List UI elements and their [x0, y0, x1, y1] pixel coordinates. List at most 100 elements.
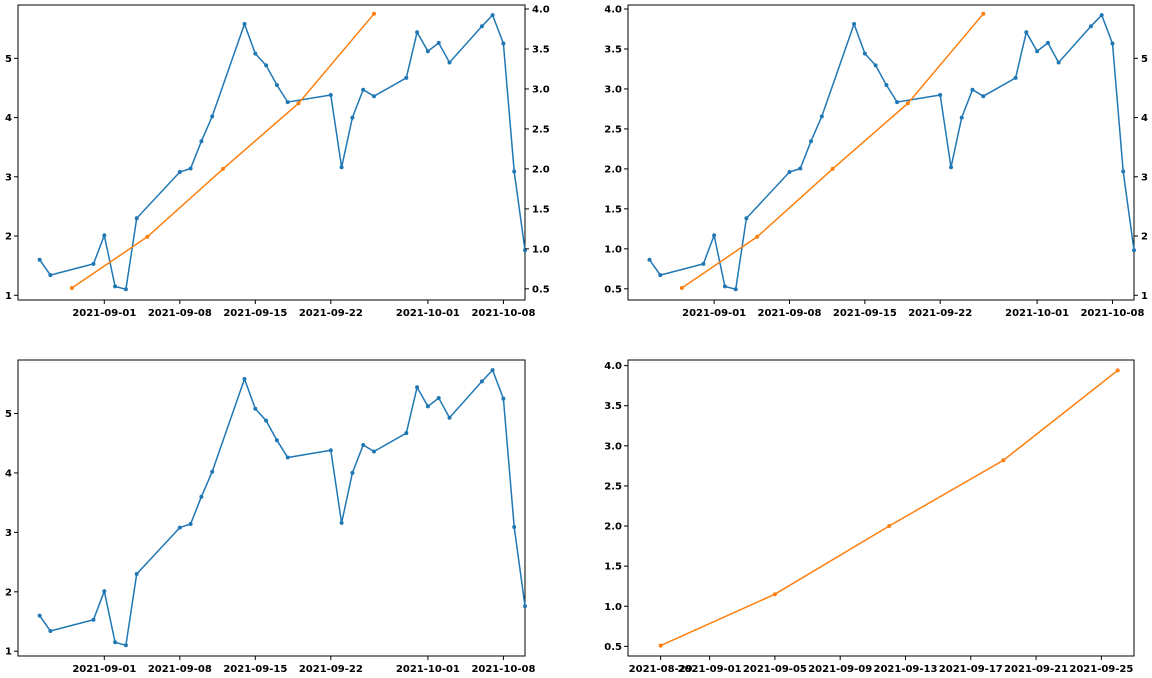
x-tick-label: 2021-10-01	[396, 308, 460, 319]
data-point-blue	[253, 51, 258, 56]
data-point-blue	[113, 284, 118, 289]
data-point-blue	[744, 216, 749, 221]
data-point-blue	[285, 455, 290, 460]
y-tick-label: 2.0	[604, 164, 622, 175]
data-point-blue	[113, 640, 118, 645]
y-tick-label: 4.0	[604, 361, 622, 372]
series-line-orange	[681, 13, 984, 289]
data-point-orange	[1115, 368, 1120, 373]
x-tick-label: 2021-09-05	[743, 664, 807, 675]
data-point-blue	[253, 406, 258, 411]
data-point-orange	[372, 11, 376, 16]
y-tick-label: 2	[5, 587, 12, 598]
y2-tick-label: 4	[1141, 113, 1148, 124]
x-tick-label: 2021-09-13	[873, 664, 937, 675]
series-line-blue	[38, 13, 526, 291]
data-point-blue	[1035, 49, 1040, 54]
data-point-blue	[134, 216, 139, 221]
y2-tick-label: 4.0	[532, 4, 550, 15]
data-point-blue	[959, 115, 964, 120]
data-point-blue	[658, 273, 663, 278]
data-point-blue	[938, 93, 943, 97]
data-point-blue	[274, 83, 279, 87]
data-point-orange	[755, 234, 760, 239]
data-point-blue	[425, 404, 430, 409]
data-point-blue	[188, 166, 193, 171]
y-tick-label: 3.5	[604, 401, 622, 412]
data-point-orange	[69, 286, 74, 290]
data-point-orange	[772, 592, 777, 597]
data-point-blue	[361, 443, 366, 447]
y2-tick-label: 2.0	[532, 164, 550, 175]
data-point-blue	[123, 643, 128, 648]
data-point-blue	[404, 431, 409, 436]
data-point-blue	[210, 114, 215, 119]
data-point-blue	[447, 415, 452, 420]
x-tick-label: 2021-10-01	[1005, 308, 1069, 319]
y-tick-label: 3	[5, 172, 12, 183]
subplot-bottom-left: 2021-09-01 2021-09-08 2021-09-15 2021-09-22…	[5, 359, 535, 675]
data-point-blue	[177, 525, 182, 530]
y-tick-label: 0.5	[604, 642, 622, 653]
series-line-blue	[648, 13, 1135, 291]
data-point-blue	[1132, 248, 1136, 253]
y2-tick-label: 3.5	[532, 44, 550, 55]
y-tick-label: 2.5	[604, 481, 622, 492]
data-point-blue	[210, 469, 215, 474]
y-tick-label: 0.5	[604, 284, 622, 295]
data-point-orange	[221, 166, 225, 171]
data-point-blue	[501, 396, 506, 401]
data-point-blue	[949, 165, 953, 170]
data-point-orange	[658, 643, 663, 648]
y2-tick-label: 5	[1141, 54, 1148, 65]
data-point-blue	[102, 589, 107, 594]
data-point-blue	[512, 525, 517, 529]
x-tick-label: 2021-09-17	[939, 664, 1003, 675]
data-point-blue	[523, 604, 527, 609]
data-point-blue	[264, 63, 269, 68]
y-tick-label: 1.5	[604, 562, 622, 573]
data-point-blue	[328, 93, 333, 97]
data-point-blue	[199, 139, 204, 144]
data-point-orange	[830, 166, 835, 171]
x-tick-label: 2021-09-22	[299, 308, 363, 319]
x-tick-label: 2021-09-01	[72, 664, 136, 675]
y2-tick-label: 2.5	[532, 124, 550, 135]
data-point-orange	[145, 234, 150, 239]
data-point-blue	[895, 100, 900, 105]
axes-frame	[627, 359, 1135, 657]
y-tick-label: 1.0	[604, 244, 622, 255]
data-point-blue	[285, 100, 290, 105]
data-point-blue	[852, 22, 857, 26]
series-line-orange	[660, 369, 1119, 647]
data-point-blue	[1099, 13, 1104, 18]
y-tick-label: 4	[5, 468, 12, 479]
data-point-blue	[701, 261, 706, 266]
y-tick-label: 3.0	[604, 441, 622, 452]
data-point-blue	[512, 169, 517, 174]
data-point-orange	[981, 11, 986, 16]
data-point-blue	[1013, 75, 1018, 80]
y-tick-label: 2.5	[604, 124, 622, 135]
y2-tick-label: 3	[1141, 172, 1148, 183]
x-tick-label: 2021-09-21	[1004, 664, 1068, 675]
x-tick-label: 2021-09-01	[72, 308, 136, 319]
data-point-blue	[350, 115, 355, 120]
data-point-blue	[436, 396, 441, 400]
y-tick-label: 2	[5, 232, 12, 243]
x-tick-label: 2021-10-08	[1080, 308, 1144, 319]
data-point-blue	[798, 166, 803, 171]
data-point-blue	[372, 449, 376, 454]
y-tick-label: 4	[5, 113, 12, 124]
x-tick-label: 2021-09-15	[223, 308, 287, 319]
y2-tick-label: 1.5	[532, 204, 550, 215]
data-point-blue	[712, 233, 717, 238]
data-point-blue	[884, 83, 889, 87]
data-point-blue	[819, 114, 824, 119]
x-tick-label: 2021-09-01	[682, 308, 746, 319]
x-tick-label: 2021-09-01	[678, 664, 742, 675]
data-point-orange	[1001, 458, 1006, 463]
data-point-blue	[91, 261, 96, 266]
